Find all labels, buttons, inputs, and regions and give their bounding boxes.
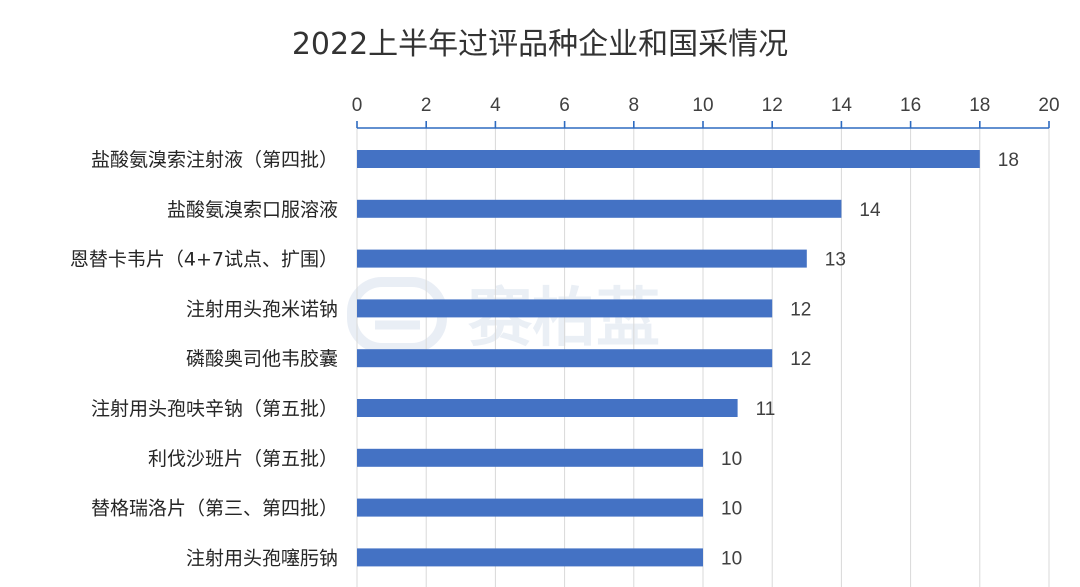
data-label: 12 [790, 349, 811, 370]
bar [357, 399, 738, 417]
x-tick-label: 12 [762, 95, 783, 116]
data-label: 10 [721, 548, 742, 569]
category-label: 注射用头孢米诺钠 [186, 298, 338, 320]
data-label: 14 [859, 200, 881, 221]
category-label: 注射用头孢呋辛钠（第五批） [91, 398, 338, 420]
x-tick-label: 4 [490, 95, 501, 116]
x-tick-label: 8 [629, 95, 640, 116]
category-label: 盐酸氨溴索注射液（第四批） [91, 149, 338, 171]
data-label: 10 [721, 499, 742, 520]
bar [357, 249, 807, 268]
x-tick-label: 2 [421, 95, 432, 116]
category-label: 利伐沙班片（第五批） [148, 448, 338, 470]
bar [357, 548, 703, 567]
x-axis: 0 2 4 6 8 10 12 14 16 18 20 [352, 95, 1060, 129]
x-tick-label: 0 [352, 95, 363, 116]
bars: 18 14 13 12 12 11 10 10 10 [357, 150, 1019, 569]
bar [357, 199, 842, 218]
chart-title: 2022上半年过评品种企业和国采情况 [292, 27, 788, 62]
category-label: 恩替卡韦片（4+7试点、扩围） [70, 249, 338, 271]
x-tick-label: 10 [692, 95, 713, 116]
watermark: 赛柏蓝 [347, 277, 660, 356]
category-label: 注射用头孢噻肟钠 [186, 547, 338, 569]
category-label: 替格瑞洛片（第三、第四批） [91, 498, 338, 520]
category-label: 盐酸氨溴索口服溶液 [167, 199, 338, 221]
x-tick-label: 6 [559, 95, 570, 116]
category-label: 磷酸奥司他韦胶囊 [186, 348, 338, 370]
data-label: 18 [998, 150, 1019, 171]
x-tick-label: 20 [1038, 95, 1059, 116]
bar [357, 498, 703, 517]
bar [357, 150, 980, 168]
data-label: 13 [825, 250, 846, 271]
data-label: 10 [721, 449, 742, 470]
x-tick-label: 16 [900, 95, 921, 116]
data-label: 11 [756, 399, 776, 420]
bar [357, 299, 773, 318]
data-label: 12 [790, 299, 811, 320]
x-tick-label: 14 [831, 95, 853, 116]
x-tick-label: 18 [969, 95, 990, 116]
bar [357, 448, 703, 467]
watermark-text: 赛柏蓝 [468, 282, 660, 356]
bar [357, 349, 773, 368]
